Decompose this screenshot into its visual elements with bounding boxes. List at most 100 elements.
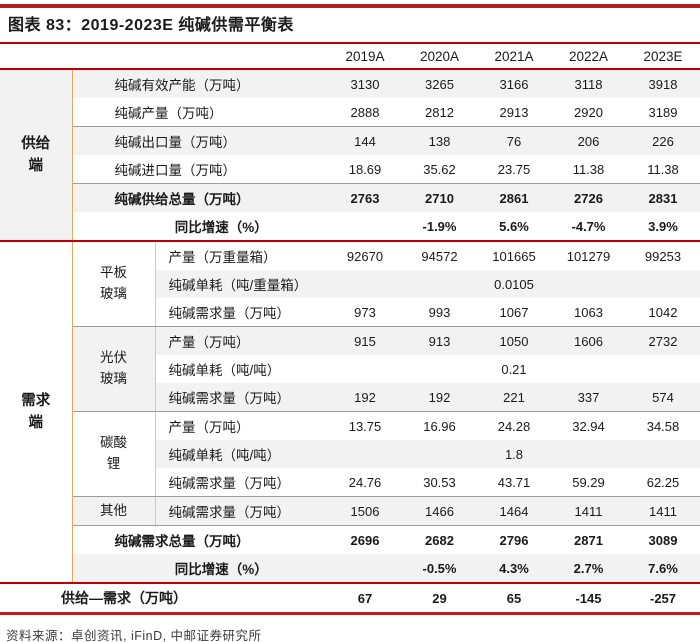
row-label: 纯碱单耗（吨/重量箱） [155,270,328,298]
table-row: 光伏玻璃 产量（万吨） 915 913 1050 1606 2732 [0,326,700,412]
cell-value: 3130 [328,70,402,98]
cell-value: 7.6% [626,554,700,584]
cell-value: 226 [626,126,700,155]
row-label: 纯碱需求量（万吨） [155,468,328,497]
cell-value: 221 [477,383,551,412]
cell-value: 973 [328,298,402,327]
cell-value: 3265 [402,70,477,98]
cell-value: 2831 [626,183,700,212]
table-row: 纯碱产量（万吨） 2888 2812 2913 2920 3189 [0,98,700,127]
cell-value: 23.75 [477,155,551,184]
row-label: 纯碱单耗（吨/吨） [168,363,281,378]
table-row: 纯碱需求总量（万吨） 2696 2682 2796 2871 3089 [0,526,700,555]
table-row: 供给—需求（万吨） 67 29 65 -145 -257 [0,583,700,615]
cell-value: 2871 [574,532,603,548]
cell-value: -145 [551,583,626,615]
cell-value: 35.62 [402,155,477,184]
balance-table: 供给端 纯碱有效产能（万吨） 3130 3265 3166 3118 3918 … [0,70,700,615]
table-row: 其他 纯碱需求量（万吨） 1506 1466 1464 1411 1411 [0,496,700,526]
cell-value: 76 [477,126,551,155]
cell-value: 3089 [648,532,678,548]
figure-title: 图表 83：2019-2023E 纯碱供需平衡表 [8,17,294,34]
cell-value: 101665 [492,248,536,264]
cell-value: 29 [402,583,477,615]
cell-value: 24.76 [328,468,402,497]
table-row: 纯碱需求量（万吨） 192 192 221 337 574 [0,383,700,412]
cell-value: 0.0105 [477,270,551,298]
cell-value [551,440,626,468]
row-label: 纯碱需求量（万吨） [155,383,328,412]
cell-value: 65 [477,583,551,615]
cell-value: 1063 [551,298,626,327]
cell-value: 11.38 [626,155,700,184]
cell-value: 59.29 [551,468,626,497]
cell-value: 2861 [477,183,551,212]
year-col-2022: 2022A [568,48,609,64]
row-label: 纯碱有效产能（万吨） [72,70,328,98]
cell-value: 34.58 [646,418,680,434]
cell-value: 993 [402,298,477,327]
cell-value: 913 [402,326,477,355]
cell-value: 18.69 [328,155,402,184]
table-row: 纯碱需求量（万吨） 24.76 30.53 43.71 59.29 62.25 [0,468,700,497]
source-note: 资料来源：卓创资讯, iFinD, 中邮证券研究所 [6,629,262,642]
row-label: 产量（万吨） [168,420,250,435]
cell-value [328,270,402,298]
table-row: 供给端 纯碱有效产能（万吨） 3130 3265 3166 3118 3918 [0,70,700,242]
table-row: 纯碱进口量（万吨） 18.69 35.62 23.75 11.38 11.38 [0,155,700,184]
cell-value [402,440,477,468]
cell-value: 2682 [425,532,454,548]
cell-value: 32.94 [572,418,605,434]
cell-value: 1050 [477,326,551,355]
cell-value: 2732 [626,326,700,355]
demand-group-cell: 需求端 [0,241,73,584]
cell-value: 3166 [477,70,551,98]
table-row: 纯碱单耗（吨/吨） 0.21 [0,355,700,383]
cell-value: -4.7% [551,212,626,242]
table-row: 需求端 平板玻璃 产量（万重量箱） 92670 94572 101665 101… [0,241,700,584]
table-row: 纯碱出口量（万吨） 144 138 76 206 226 [0,126,700,155]
cell-value: 16.96 [423,418,456,434]
table-row: 纯碱单耗（吨/重量箱） 0.0105 [0,270,700,298]
cell-value: 144 [328,126,402,155]
cell-value: 192 [328,383,402,412]
row-label: 产量（万吨） [155,326,328,355]
table-row: 纯碱需求量（万吨） 973 993 1067 1063 1042 [0,298,700,327]
cell-value: 1411 [551,496,626,526]
top-divider [0,4,700,8]
demand-group-label: 需求端 [21,392,51,431]
cell-value: 92670 [346,248,384,264]
supply-group-cell: 供给端 [0,70,73,242]
row-label: 纯碱需求总量（万吨） [114,534,250,549]
cell-value: 67 [328,583,402,615]
row-label: 纯碱需求量（万吨） [155,298,328,327]
cell-value: 1067 [477,298,551,327]
cell-value: 1466 [402,496,477,526]
cell-value: 4.3% [477,554,551,584]
cell-value: 3.9% [626,212,700,242]
cell-value [551,270,626,298]
cell-value [328,212,402,242]
cell-value: 1042 [626,298,700,327]
cell-value: 2726 [551,183,626,212]
row-label: 同比增速（%） [72,554,328,584]
year-col-2019: 2019A [345,48,385,64]
year-header-row: 2019A 2020A 2021A 2022A 2023E [0,44,700,70]
row-label: 同比增速（%） [72,212,328,242]
cell-value: 337 [551,383,626,412]
row-label: 纯碱产量（万吨） [72,98,328,127]
subgroup-lithium-carbonate: 碳酸锂 [72,411,156,497]
year-col-2020: 2020A [419,48,460,64]
cell-value: 2763 [328,183,402,212]
supply-group-label: 供给端 [21,135,51,174]
cell-value: 30.53 [402,468,477,497]
table-row: 纯碱单耗（吨/吨） 1.8 [0,440,700,468]
cell-value: 62.25 [626,468,700,497]
cell-value: 3918 [626,70,700,98]
cell-value: 2.7% [551,554,626,584]
cell-value [402,270,477,298]
cell-value: 1506 [328,496,402,526]
title-divider [0,42,700,44]
cell-value [626,270,700,298]
